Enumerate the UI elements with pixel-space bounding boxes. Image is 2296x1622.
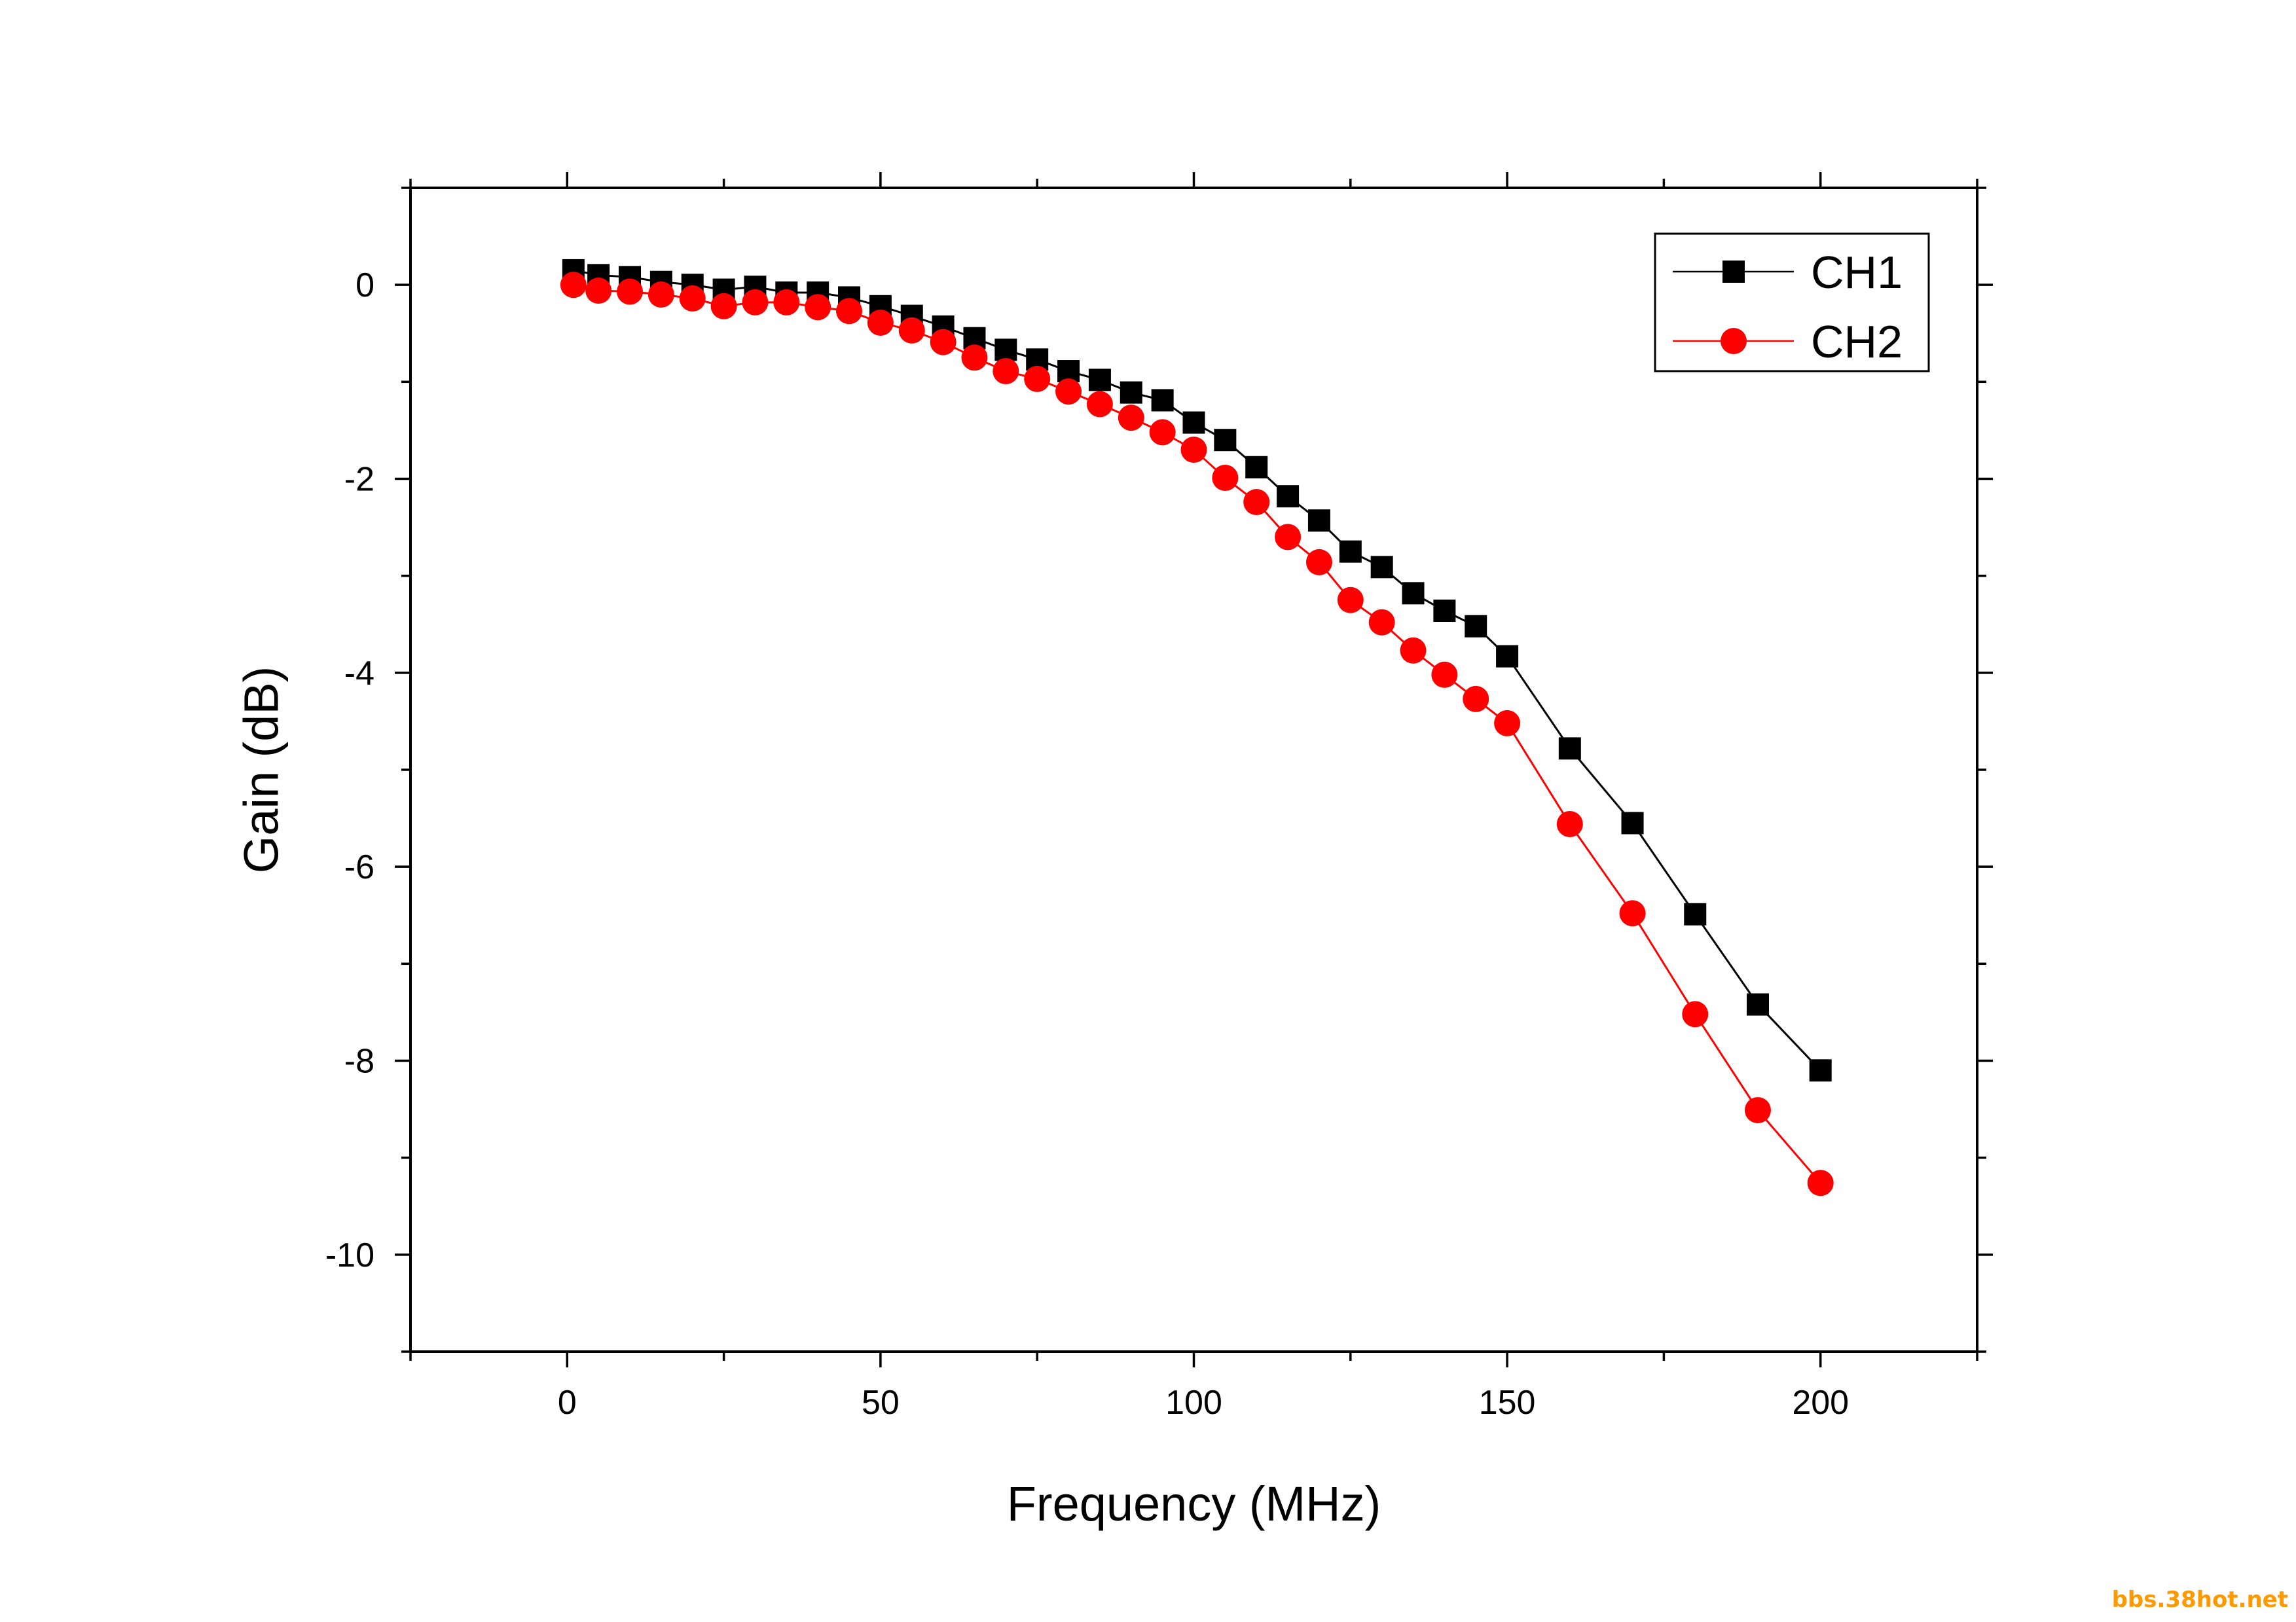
data-point-ch2 xyxy=(1463,685,1489,712)
data-point-ch2 xyxy=(710,293,737,319)
x-tick-label: 100 xyxy=(1165,1384,1222,1422)
x-axis-ticks: 0 50 100 150 200 xyxy=(409,172,1978,1422)
data-point-ch2 xyxy=(1431,661,1458,688)
data-point-ch2 xyxy=(560,272,587,298)
data-point-ch2 xyxy=(1400,637,1427,664)
data-point-ch2 xyxy=(1275,524,1302,550)
y-tick-label: -4 xyxy=(344,655,374,693)
watermark-text: bbs.38hot.net xyxy=(2111,1587,2288,1613)
legend-entry-ch1: CH1 xyxy=(1673,247,1903,298)
data-point-ch2 xyxy=(1243,489,1270,516)
data-point-ch2 xyxy=(1180,437,1207,463)
data-point-ch2 xyxy=(1118,405,1144,431)
x-tick-label: 200 xyxy=(1792,1384,1849,1422)
data-point-ch2 xyxy=(585,278,612,304)
data-point-ch1 xyxy=(1621,812,1644,835)
data-point-ch1 xyxy=(1558,737,1581,760)
y-tick-label: -10 xyxy=(325,1236,374,1274)
data-point-ch2 xyxy=(1619,900,1646,927)
data-point-ch1 xyxy=(1402,582,1425,605)
data-point-ch2 xyxy=(836,298,863,325)
data-point-ch2 xyxy=(1149,419,1176,446)
legend: CH1 CH2 xyxy=(1654,232,1930,372)
data-point-ch2 xyxy=(1024,365,1051,392)
y-tick-label: 0 xyxy=(355,266,374,304)
data-point-ch2 xyxy=(930,329,957,355)
data-point-ch2 xyxy=(1556,810,1583,837)
data-point-ch1 xyxy=(1496,645,1519,668)
data-point-ch2 xyxy=(1744,1097,1771,1124)
data-point-ch2 xyxy=(898,317,925,344)
data-point-ch1 xyxy=(1433,600,1456,622)
y-axis-title: Gain (dB) xyxy=(234,666,289,874)
data-point-ch1 xyxy=(1120,381,1142,404)
y-tick-label: -2 xyxy=(344,461,374,499)
data-point-ch1 xyxy=(1339,540,1362,563)
data-point-ch1 xyxy=(1307,509,1330,532)
data-point-ch2 xyxy=(867,309,894,336)
data-point-ch1 xyxy=(1088,369,1111,391)
data-point-ch2 xyxy=(1086,391,1113,418)
data-point-ch2 xyxy=(617,278,644,305)
data-point-ch1 xyxy=(1277,485,1300,508)
data-point-ch2 xyxy=(1337,586,1364,613)
data-point-ch2 xyxy=(805,294,831,321)
data-point-ch1 xyxy=(1214,429,1237,452)
legend-entry-ch2: CH2 xyxy=(1673,316,1903,367)
data-point-ch2 xyxy=(961,344,988,371)
data-point-ch1 xyxy=(1182,411,1205,434)
data-point-ch1 xyxy=(1684,903,1707,926)
series-ch2 xyxy=(560,272,1834,1197)
data-point-ch1 xyxy=(1809,1059,1832,1082)
data-point-ch2 xyxy=(679,285,706,312)
data-point-ch2 xyxy=(1368,609,1395,636)
data-point-ch1 xyxy=(1465,615,1487,638)
data-point-ch2 xyxy=(1494,710,1521,736)
legend-label-ch2: CH2 xyxy=(1811,316,1903,367)
data-point-ch2 xyxy=(1807,1170,1834,1197)
data-point-ch2 xyxy=(773,289,800,315)
x-tick-label: 50 xyxy=(862,1384,900,1422)
data-point-ch1 xyxy=(1370,556,1393,579)
data-point-ch2 xyxy=(993,358,1019,385)
legend-marker-circle xyxy=(1721,328,1747,354)
series-layer xyxy=(560,259,1834,1197)
legend-box xyxy=(1654,232,1930,372)
data-point-ch2 xyxy=(1055,378,1082,405)
data-point-ch1 xyxy=(994,338,1017,361)
data-point-ch2 xyxy=(647,281,674,308)
data-point-ch1 xyxy=(1746,993,1769,1016)
data-point-ch2 xyxy=(1212,465,1239,492)
data-point-ch2 xyxy=(1682,1001,1709,1028)
x-axis-title: Frequency (MHz) xyxy=(1007,1477,1381,1531)
data-point-ch1 xyxy=(1245,456,1268,478)
y-axis-ticks: 0 -2 -4 -6 -8 -10 xyxy=(325,187,1993,1353)
data-point-ch2 xyxy=(1305,549,1332,575)
data-point-ch1 xyxy=(1151,389,1174,412)
x-tick-label: 0 xyxy=(558,1384,577,1422)
data-point-ch2 xyxy=(742,289,769,315)
legend-marker-square xyxy=(1722,261,1745,283)
x-tick-label: 150 xyxy=(1479,1384,1536,1422)
legend-label-ch1: CH1 xyxy=(1811,247,1903,298)
y-tick-label: -6 xyxy=(344,848,374,886)
y-tick-label: -8 xyxy=(344,1043,374,1081)
